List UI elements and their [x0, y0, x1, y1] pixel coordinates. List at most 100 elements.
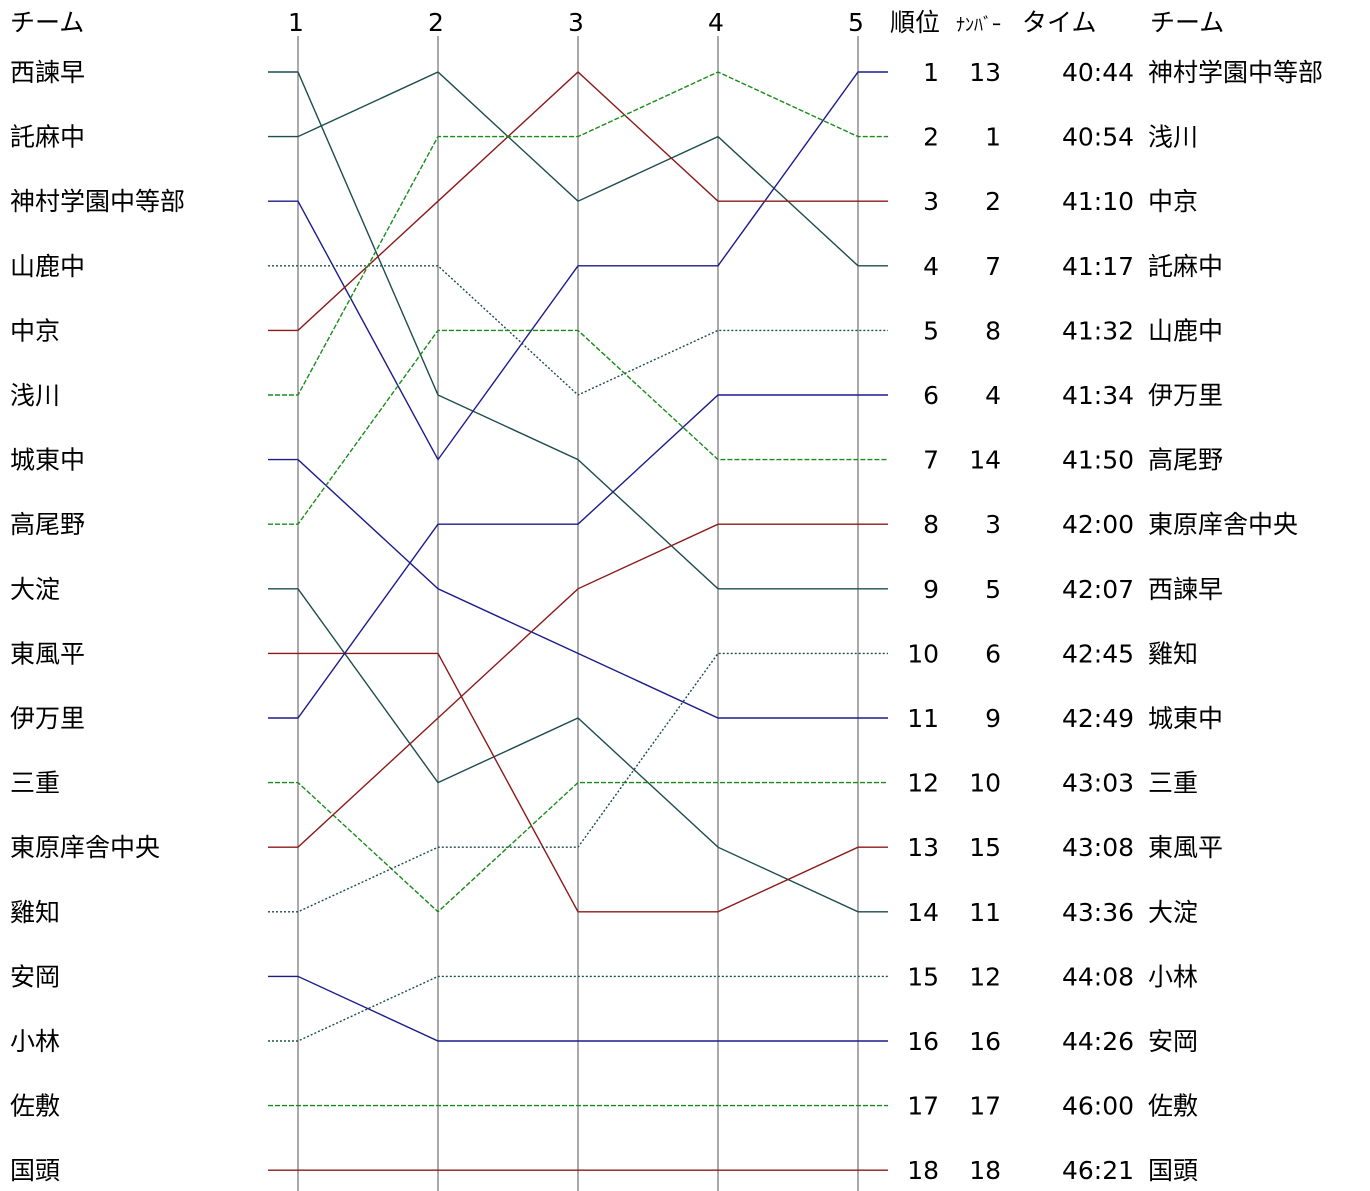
- stage-label: 4: [708, 8, 724, 37]
- result-time: 43:08: [1062, 833, 1134, 862]
- result-time: 42:49: [1062, 704, 1134, 733]
- start-team-name: 中京: [10, 316, 60, 345]
- result-row: 13 15 43:08 東風平: [907, 833, 1223, 862]
- stage-label: 3: [568, 8, 584, 37]
- result-time: 41:10: [1062, 187, 1134, 216]
- result-time: 41:32: [1062, 316, 1134, 345]
- team-line: [268, 265, 888, 396]
- result-rank: 14: [907, 898, 939, 927]
- result-rank: 5: [923, 316, 939, 345]
- result-time: 46:00: [1062, 1092, 1134, 1121]
- result-number: 10: [969, 769, 1001, 798]
- start-team-name: 託麻中: [10, 123, 85, 152]
- result-team: 城東中: [1148, 704, 1223, 733]
- result-time: 40:54: [1062, 123, 1134, 152]
- result-team: 神村学園中等部: [1148, 58, 1323, 87]
- result-team: 国頭: [1148, 1156, 1198, 1185]
- result-row: 1 13 40:44 神村学園中等部: [923, 58, 1323, 87]
- result-number: 13: [969, 58, 1001, 87]
- start-team-name: 大淀: [10, 575, 60, 604]
- result-team: 三重: [1148, 769, 1198, 798]
- team-line: [268, 329, 888, 525]
- result-rank: 3: [923, 187, 939, 216]
- start-team-name: 西諫早: [10, 58, 85, 87]
- result-rank: 1: [923, 58, 939, 87]
- team-line: [268, 652, 888, 913]
- result-row: 17 17 46:00 佐敷: [907, 1092, 1198, 1121]
- result-number: 9: [985, 704, 1001, 733]
- result-time: 46:21: [1062, 1156, 1134, 1185]
- result-time: 41:34: [1062, 381, 1134, 410]
- start-team-name: 佐敷: [10, 1092, 60, 1121]
- result-rank: 10: [907, 639, 939, 668]
- result-time: 41:17: [1062, 252, 1134, 281]
- result-team: 小林: [1148, 962, 1198, 991]
- result-time: 42:00: [1062, 510, 1134, 539]
- team-line: [268, 71, 888, 461]
- result-time: 42:45: [1062, 639, 1134, 668]
- start-team-name: 東原庠舎中央: [10, 833, 160, 862]
- start-team-name: 伊万里: [10, 704, 85, 733]
- stage-tick-labels: 1 2 3 4 5: [288, 8, 864, 37]
- result-number: 5: [985, 575, 1001, 604]
- number-header: ﾅﾝﾊﾞｰ: [956, 15, 1001, 36]
- team-line: [268, 71, 888, 332]
- team-line: [268, 71, 888, 590]
- result-time: 44:26: [1062, 1027, 1134, 1056]
- stage-label: 5: [848, 8, 864, 37]
- result-rank: 4: [923, 252, 939, 281]
- right-team-header: チーム: [1150, 8, 1224, 37]
- result-rank: 11: [907, 704, 939, 733]
- start-team-name: 雞知: [10, 898, 60, 927]
- team-line: [268, 523, 888, 848]
- result-row: 11 9 42:49 城東中: [907, 704, 1223, 733]
- result-rank: 9: [923, 575, 939, 604]
- result-team: 佐敷: [1148, 1092, 1198, 1121]
- result-number: 18: [969, 1156, 1001, 1185]
- result-team: 浅川: [1148, 123, 1198, 152]
- result-number: 3: [985, 510, 1001, 539]
- result-number: 16: [969, 1027, 1001, 1056]
- start-team-name: 城東中: [10, 446, 85, 475]
- start-team-name: 小林: [10, 1027, 60, 1056]
- result-number: 6: [985, 639, 1001, 668]
- result-team: 託麻中: [1148, 252, 1223, 281]
- team-line: [268, 975, 888, 1042]
- result-team: 西諫早: [1148, 575, 1223, 604]
- team-line: [268, 71, 888, 267]
- result-number: 2: [985, 187, 1001, 216]
- starting-order-team-names: 西諫早託麻中神村学園中等部山鹿中中京浅川城東中高尾野大淀東風平伊万里三重東原庠舎…: [10, 58, 185, 1185]
- result-row: 12 10 43:03 三重: [907, 769, 1198, 798]
- result-number: 14: [969, 446, 1001, 475]
- start-team-name: 浅川: [10, 381, 60, 410]
- result-number: 7: [985, 252, 1001, 281]
- start-team-name: 安岡: [10, 962, 60, 991]
- result-team: 雞知: [1148, 639, 1198, 668]
- result-rank: 18: [907, 1156, 939, 1185]
- team-line: [268, 588, 888, 913]
- time-header: タイム: [1022, 8, 1097, 37]
- result-rank: 13: [907, 833, 939, 862]
- rank-header: 順位: [890, 8, 940, 37]
- result-row: 10 6 42:45 雞知: [907, 639, 1198, 668]
- result-number: 11: [969, 898, 1001, 927]
- team-line: [268, 71, 888, 396]
- start-team-name: 三重: [10, 769, 60, 798]
- result-row: 15 12 44:08 小林: [907, 962, 1198, 991]
- left-team-header: チーム: [10, 8, 84, 37]
- result-row: 8 3 42:00 東原庠舎中央: [923, 510, 1298, 539]
- result-number: 15: [969, 833, 1001, 862]
- result-number: 4: [985, 381, 1001, 410]
- result-team: 高尾野: [1148, 446, 1223, 475]
- result-number: 8: [985, 316, 1001, 345]
- result-row: 7 14 41:50 高尾野: [923, 446, 1223, 475]
- result-row: 4 7 41:17 託麻中: [923, 252, 1223, 281]
- result-row: 2 1 40:54 浅川: [923, 123, 1198, 152]
- result-rank: 12: [907, 769, 939, 798]
- team-rank-lines: [268, 71, 888, 1171]
- result-rank: 6: [923, 381, 939, 410]
- stage-label: 2: [428, 8, 444, 37]
- result-team: 山鹿中: [1148, 316, 1223, 345]
